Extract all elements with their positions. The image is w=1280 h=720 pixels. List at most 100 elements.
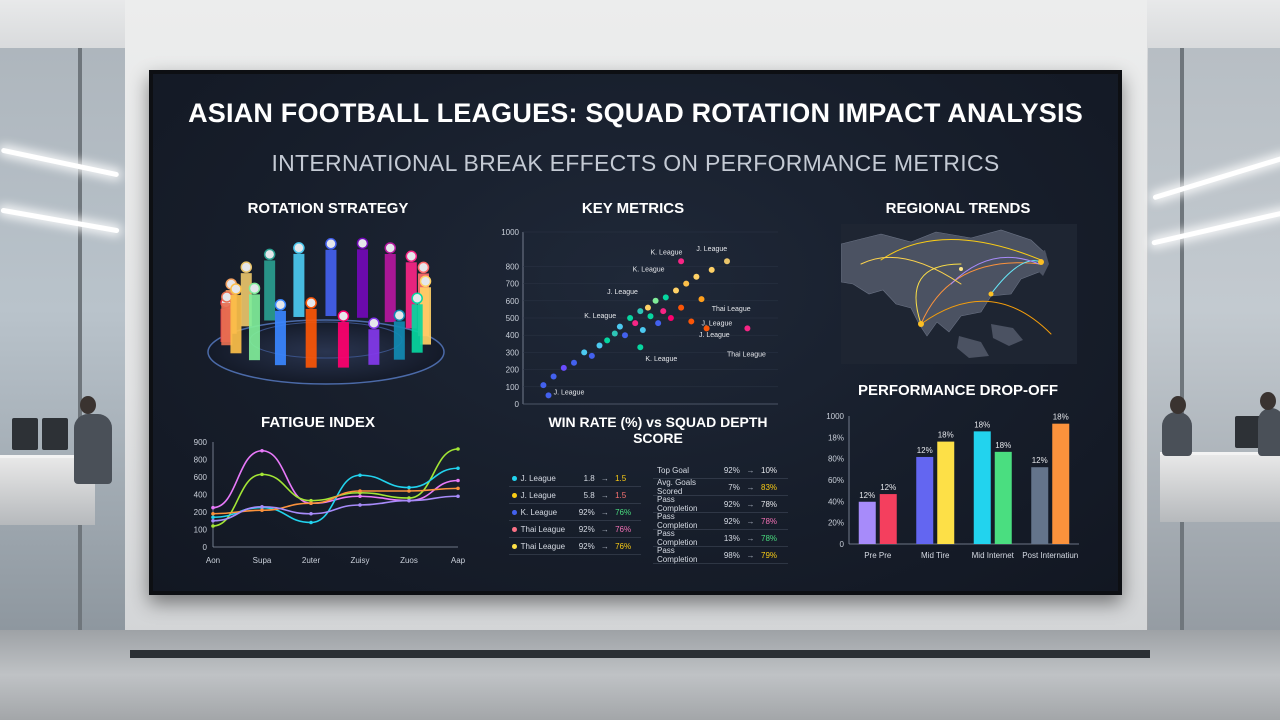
team-badge-icon xyxy=(221,291,233,303)
point-annotation: K. League xyxy=(645,356,677,363)
rotation-bar xyxy=(305,308,317,368)
legend-swatch xyxy=(512,509,517,515)
scatter-point xyxy=(616,323,623,330)
fatigue-point xyxy=(358,503,362,507)
scatter-point xyxy=(639,327,646,334)
map-hotspot xyxy=(1038,259,1044,265)
legend-before-value: 92% xyxy=(578,507,595,517)
person-head xyxy=(1170,396,1186,414)
team-badge-icon xyxy=(293,242,305,254)
dropoff-bar xyxy=(1031,467,1049,544)
y-tick-label: 0 xyxy=(840,540,845,549)
point-annotation: Thai League xyxy=(712,306,751,313)
scatter-point xyxy=(655,320,662,327)
y-tick-label: 600 xyxy=(194,473,208,482)
fatigue-point xyxy=(260,504,264,509)
dropoff-bar xyxy=(937,441,955,544)
scatter-point xyxy=(744,325,751,332)
legend-league-name: J. League xyxy=(520,473,556,483)
key-metrics-scatter: 0 100 200 300 400 500 600 700 800 1000 J. League K.… xyxy=(501,228,778,409)
rotation-strategy-chart xyxy=(207,237,445,385)
team-badge-icon xyxy=(337,310,350,322)
metric-after-value: 78% xyxy=(761,516,778,526)
dashboard-subtitle: INTERNATIONAL BREAK EFFECTS ON PERFORMAN… xyxy=(271,150,1000,176)
metric-after-value: 83% xyxy=(761,482,778,492)
glass-wall-left xyxy=(0,48,125,630)
map-hotspot xyxy=(988,291,994,297)
metric-name: Avg. Goals Scored xyxy=(657,478,696,496)
metric-name: Pass Completion xyxy=(657,546,698,564)
scatter-point xyxy=(545,392,552,399)
legend-swatch xyxy=(512,543,517,549)
legend-row: Thai League 92% → 76% xyxy=(509,521,641,538)
rotation-bar xyxy=(325,249,337,317)
team-badge-icon xyxy=(417,261,430,274)
arrow-right-icon: → xyxy=(746,533,755,543)
legend-row: J. League 1.8 → 1.5 xyxy=(509,470,641,487)
x-tick-label: Mid Tire xyxy=(921,551,950,560)
scatter-point xyxy=(550,373,557,380)
person-silhouette xyxy=(74,414,112,484)
asia-landmass xyxy=(841,229,1047,337)
floor xyxy=(0,630,1280,720)
dashboard-title: ASIAN FOOTBALL LEAGUES: SQUAD ROTATION I… xyxy=(188,98,1083,128)
scatter-point xyxy=(611,330,618,337)
bar-data-label: 18% xyxy=(1053,413,1069,422)
scatter-point xyxy=(637,308,644,315)
x-tick-label: Aon xyxy=(206,556,220,565)
trend-arc xyxy=(880,239,1042,261)
arrow-right-icon: → xyxy=(600,507,609,517)
y-tick-label: 0 xyxy=(203,543,208,552)
fatigue-point xyxy=(456,466,460,471)
fatigue-point xyxy=(456,447,460,451)
arrow-right-icon: → xyxy=(600,490,609,500)
metric-after-value: 78% xyxy=(761,533,778,543)
fatigue-point xyxy=(358,494,362,499)
dropoff-bar xyxy=(879,494,897,544)
scatter-point xyxy=(581,349,588,356)
y-tick-label: 300 xyxy=(506,348,520,357)
legend-row: K. League 92% → 76% xyxy=(509,504,641,521)
regional-panel-title: REGIONAL TRENDS xyxy=(885,200,1031,217)
wall-display: ASIAN FOOTBALL LEAGUES: SQUAD ROTATION I… xyxy=(149,70,1122,595)
dashboard: ASIAN FOOTBALL LEAGUES: SQUAD ROTATION I… xyxy=(153,74,1118,591)
map-hotspot xyxy=(959,267,963,271)
scatter-point xyxy=(571,359,577,366)
team-badge-icon xyxy=(384,242,397,254)
fatigue-point xyxy=(309,498,313,503)
metric-before-value: 92% xyxy=(723,499,740,509)
legend-row: Thai League 92% → 76% xyxy=(509,538,641,555)
fatigue-point xyxy=(358,489,362,493)
rotation-bar xyxy=(230,295,242,354)
scatter-point xyxy=(647,313,654,320)
office-desk xyxy=(1160,452,1280,522)
y-tick-label: 60% xyxy=(828,476,844,485)
scatter-point xyxy=(644,304,651,311)
arrow-right-icon: → xyxy=(746,550,755,560)
scatter-point xyxy=(667,315,674,321)
metrics-row: Top Goal 92% → 10% xyxy=(653,462,788,479)
team-badge-icon xyxy=(240,261,253,273)
fatigue-point xyxy=(358,473,362,478)
map-hotspot xyxy=(918,321,924,327)
point-annotation: Thai League xyxy=(727,352,766,359)
x-tick-label: Pre Pre xyxy=(864,551,892,560)
dropoff-bar xyxy=(858,501,876,544)
rotation-bar xyxy=(240,273,252,327)
bar-data-label: 12% xyxy=(917,446,933,455)
point-annotation: J. League xyxy=(702,321,733,328)
person-silhouette xyxy=(1162,412,1192,456)
bar-data-label: 18% xyxy=(938,431,954,440)
team-badge-icon xyxy=(411,292,423,305)
rotation-bar xyxy=(337,322,349,368)
fatigue-point xyxy=(309,511,313,516)
metric-before-value: 7% xyxy=(728,482,740,492)
dropoff-bar xyxy=(916,456,934,544)
scatter-point xyxy=(678,258,685,265)
bar-data-label: 18% xyxy=(974,420,990,429)
dropoff-bar xyxy=(994,451,1012,544)
rotation-bar xyxy=(248,294,260,361)
fatigue-series-line xyxy=(212,467,459,524)
scatter-point xyxy=(632,320,639,327)
metric-after-value: 78% xyxy=(761,499,778,509)
